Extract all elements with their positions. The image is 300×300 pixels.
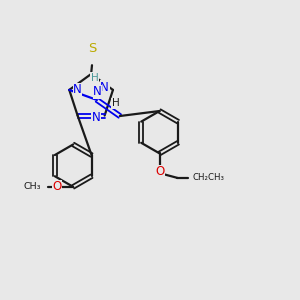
Text: N: N bbox=[92, 111, 101, 124]
Text: S: S bbox=[88, 42, 97, 55]
Text: H: H bbox=[112, 98, 119, 108]
Text: N: N bbox=[93, 85, 102, 98]
Text: N: N bbox=[73, 83, 82, 96]
Text: N: N bbox=[100, 81, 109, 94]
Text: CH₂CH₃: CH₂CH₃ bbox=[193, 173, 225, 182]
Text: CH₃: CH₃ bbox=[23, 182, 41, 191]
Text: O: O bbox=[155, 166, 164, 178]
Text: O: O bbox=[52, 180, 62, 193]
Text: H: H bbox=[91, 73, 99, 82]
